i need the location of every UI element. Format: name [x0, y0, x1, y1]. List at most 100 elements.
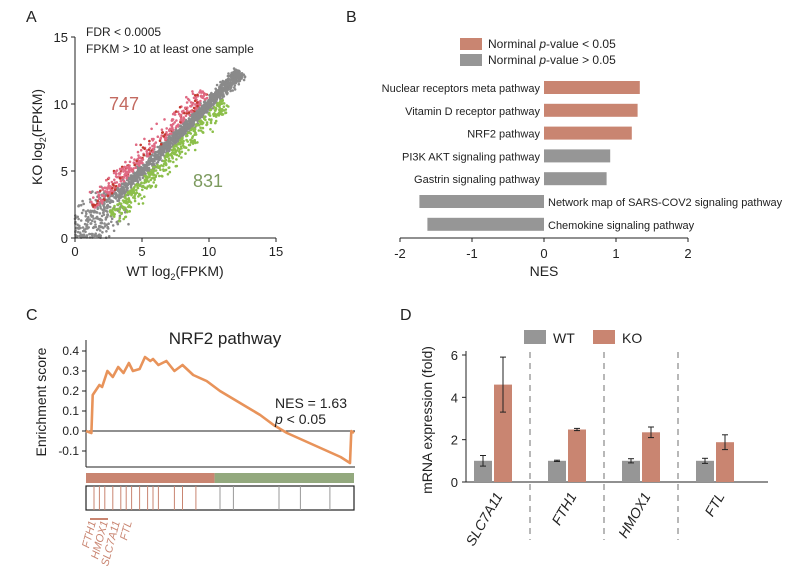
scatter-point: [210, 103, 214, 106]
scatter-point-up: [151, 147, 155, 151]
scatter-point-up: [90, 200, 93, 204]
scatter-point-down: [180, 138, 184, 141]
scatter-point-up: [99, 200, 103, 203]
scatter-point: [214, 87, 217, 91]
scatter-point: [226, 83, 230, 87]
d-category-labels: SLC7A11 FTH1 HMOX1 FTL: [462, 490, 727, 549]
scatter-point-up: [153, 142, 156, 146]
scatter-point-down: [160, 174, 163, 178]
scatter-point: [134, 176, 138, 180]
scatter-point-up: [101, 188, 105, 191]
scatter-point-up: [205, 96, 209, 100]
scatter-point-up: [108, 190, 112, 194]
scatter-point: [77, 217, 80, 221]
scatter-point-down: [219, 108, 223, 111]
c-hit-ticks: [93, 486, 331, 510]
d-bar: [716, 442, 734, 482]
scatter-point-up: [105, 191, 108, 194]
scatter-point: [143, 166, 147, 170]
b-bar: [544, 81, 640, 94]
scatter-point-up: [141, 146, 145, 149]
scatter-point-up: [179, 118, 182, 122]
scatter-point: [242, 78, 246, 82]
scatter-point-down: [209, 121, 213, 125]
scatter-point-down: [125, 210, 129, 214]
scatter-point-up: [178, 105, 182, 109]
c-ticks: 0.4 0.3 0.2 0.1 0.0 -0.1: [58, 344, 86, 458]
scatter-point-up: [135, 159, 138, 163]
scatter-point-up: [198, 103, 202, 107]
scatter-point-up: [111, 183, 115, 186]
scatter-point-down: [218, 104, 221, 107]
scatter-point-down: [122, 217, 125, 221]
scatter-point: [195, 114, 199, 117]
scatter-point-up: [130, 156, 133, 159]
scatter-point-down: [136, 186, 140, 190]
scatter-point-down: [174, 164, 178, 168]
scatter-point: [231, 76, 234, 79]
scatter-point-up: [198, 91, 201, 94]
scatter-point: [99, 225, 102, 228]
scatter-point-down: [143, 174, 146, 178]
scatter-point-up: [97, 195, 101, 198]
scatter-point: [107, 235, 111, 238]
scatter-point: [103, 225, 107, 228]
scatter-point: [215, 98, 219, 101]
scatter-point-up: [139, 161, 142, 165]
a-x-tick-label: 10: [202, 244, 216, 259]
scatter-point: [171, 138, 175, 141]
scatter-point: [204, 103, 208, 107]
b-bar: [419, 195, 544, 208]
scatter-point-down: [204, 118, 207, 122]
d-category-label: FTH1: [548, 490, 579, 528]
a-ylabel: KO log2(FPKM): [29, 89, 48, 185]
scatter-point-up: [91, 203, 95, 207]
scatter-point: [101, 231, 104, 234]
d-bar: [494, 384, 512, 482]
scatter-point: [166, 148, 170, 152]
scatter-point: [150, 153, 154, 157]
scatter-point: [177, 129, 180, 132]
scatter-point: [202, 112, 205, 115]
scatter-point: [148, 162, 152, 166]
scatter-point: [139, 173, 142, 176]
d-y-tick-label: 6: [451, 348, 458, 363]
scatter-point-up: [194, 103, 197, 106]
scatter-point: [102, 226, 105, 230]
scatter-point: [160, 147, 164, 150]
scatter-point-down: [127, 198, 131, 202]
scatter-point-up: [173, 121, 176, 124]
scatter-point-down: [122, 208, 126, 212]
scatter-point-down: [168, 170, 172, 174]
scatter-point: [187, 117, 191, 121]
scatter-point: [83, 222, 87, 226]
d-bar: [568, 429, 586, 482]
scatter-point: [132, 177, 135, 180]
scatter-point-down: [185, 138, 188, 142]
scatter-point: [92, 217, 95, 220]
scatter-point-down: [132, 186, 136, 190]
scatter-point-down: [150, 184, 154, 188]
scatter-point-up: [134, 143, 138, 146]
b-bar: [427, 217, 544, 231]
scatter-point: [155, 156, 159, 159]
scatter-point: [120, 182, 124, 186]
scatter-point: [180, 126, 183, 130]
scatter-point-up: [99, 189, 102, 193]
scatter-point-down: [174, 152, 177, 156]
scatter-point-up: [159, 142, 163, 146]
b-legend-swatch-sig: [460, 38, 482, 50]
scatter-point-up: [105, 178, 108, 182]
scatter-point-up: [139, 156, 142, 159]
scatter-point-down: [166, 172, 170, 176]
scatter-point: [211, 99, 215, 103]
scatter-point: [136, 172, 140, 176]
scatter-point-up: [148, 139, 151, 143]
scatter-point: [95, 234, 99, 238]
scatter-point: [227, 72, 230, 75]
scatter-point-down: [184, 152, 187, 155]
scatter-point: [164, 145, 168, 148]
d-separators: [529, 352, 679, 540]
scatter-point-down: [118, 216, 122, 220]
